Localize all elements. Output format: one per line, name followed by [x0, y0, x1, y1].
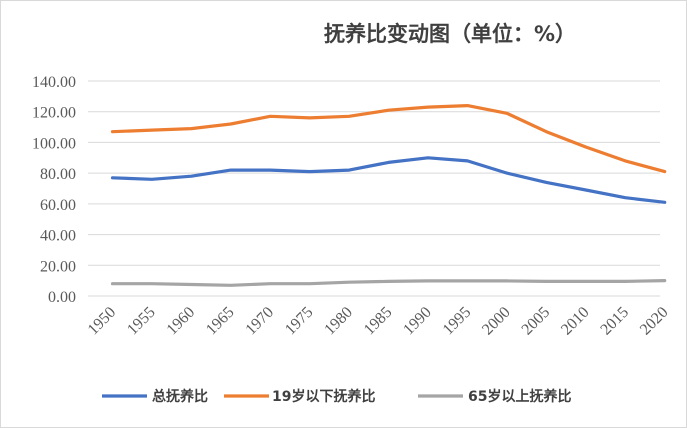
x-tick-label: 1965 [203, 304, 238, 339]
x-tick-label: 1985 [361, 304, 396, 339]
legend-label: 总抚养比 [152, 388, 208, 405]
chart-title: 抚养比变动图（单位：%） [324, 22, 576, 46]
x-tick-label: 1995 [440, 304, 475, 339]
series-line [110, 279, 667, 287]
x-tick-label: 1975 [282, 304, 317, 339]
y-tick-label: 40.00 [40, 228, 76, 245]
x-axis-ticks: 1950 1955 1960 1965 1970 1975 1980 1985 1990 1995… [85, 304, 672, 339]
x-tick-label: 1980 [321, 304, 356, 339]
y-tick-label: 20.00 [40, 258, 76, 275]
x-tick-label: 1955 [124, 304, 159, 339]
x-tick-label: 1950 [85, 304, 120, 339]
x-tick-label: 1970 [242, 304, 277, 339]
y-tick-label: 80.00 [40, 166, 76, 183]
series-line [110, 156, 667, 204]
series-lines [110, 103, 667, 287]
y-tick-label: 120.00 [32, 105, 76, 122]
legend-label: 65岁以上抚养比 [468, 388, 571, 405]
legend-label: 19岁以下抚养比 [272, 388, 375, 405]
y-tick-label: 140.00 [32, 74, 76, 91]
y-tick-label: 0.00 [48, 289, 76, 306]
x-tick-label: 2015 [597, 304, 632, 339]
x-tick-label: 2000 [479, 304, 514, 339]
y-tick-label: 100.00 [32, 135, 76, 152]
gridlines [88, 80, 660, 297]
x-tick-label: 2005 [519, 304, 554, 339]
x-tick-label: 1990 [400, 304, 435, 339]
x-tick-label: 2020 [637, 304, 672, 339]
series-line [110, 103, 667, 174]
x-tick-label: 1960 [164, 304, 199, 339]
y-tick-label: 60.00 [40, 197, 76, 214]
legend: 总抚养比 19岁以下抚养比 65岁以上抚养比 [102, 388, 571, 405]
y-axis-ticks: 0.00 20.00 40.00 60.00 80.00 100.00 120.00 140.… [32, 74, 76, 306]
x-tick-label: 2010 [558, 304, 593, 339]
